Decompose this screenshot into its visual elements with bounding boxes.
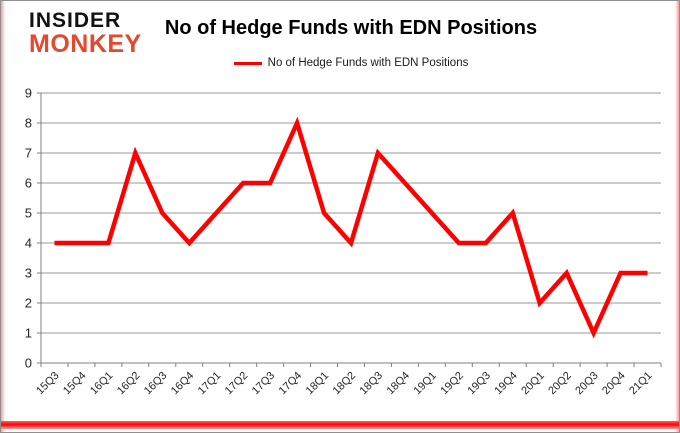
svg-text:19Q4: 19Q4	[492, 370, 520, 398]
svg-text:16Q1: 16Q1	[88, 370, 116, 398]
svg-text:5: 5	[25, 206, 32, 221]
logo-text-monkey: MONKEY	[29, 30, 142, 58]
svg-text:18Q2: 18Q2	[331, 370, 359, 398]
svg-text:19Q1: 19Q1	[411, 370, 439, 398]
svg-text:3: 3	[25, 266, 32, 281]
logo-text-insider: INSIDER	[29, 9, 122, 32]
svg-text:16Q3: 16Q3	[142, 370, 170, 398]
svg-text:6: 6	[25, 176, 32, 191]
svg-text:20Q1: 20Q1	[519, 370, 547, 398]
svg-text:18Q4: 18Q4	[385, 370, 413, 398]
svg-text:17Q1: 17Q1	[196, 370, 224, 398]
svg-text:17Q4: 17Q4	[277, 370, 305, 398]
legend-label: No of Hedge Funds with EDN Positions	[267, 57, 469, 69]
legend: No of Hedge Funds with EDN Positions	[41, 57, 661, 69]
svg-text:17Q2: 17Q2	[223, 370, 251, 398]
svg-text:21Q1: 21Q1	[627, 370, 655, 398]
svg-text:20Q3: 20Q3	[573, 370, 601, 398]
svg-text:8: 8	[25, 116, 32, 131]
svg-text:20Q4: 20Q4	[600, 370, 628, 398]
svg-text:17Q3: 17Q3	[250, 370, 278, 398]
svg-text:18Q3: 18Q3	[358, 370, 386, 398]
svg-text:7: 7	[25, 146, 32, 161]
svg-text:15Q3: 15Q3	[34, 370, 62, 398]
svg-text:9: 9	[25, 86, 32, 101]
svg-text:19Q3: 19Q3	[465, 370, 493, 398]
svg-text:4: 4	[25, 236, 32, 251]
svg-text:1: 1	[25, 326, 32, 341]
svg-text:18Q1: 18Q1	[304, 370, 332, 398]
svg-text:16Q4: 16Q4	[169, 370, 197, 398]
legend-line-swatch	[233, 61, 262, 65]
svg-text:15Q4: 15Q4	[61, 370, 89, 398]
svg-text:20Q2: 20Q2	[546, 370, 574, 398]
svg-text:16Q2: 16Q2	[115, 370, 143, 398]
svg-text:0: 0	[25, 356, 32, 371]
insider-monkey-logo[interactable]: INSIDER MONKEY	[29, 10, 142, 57]
chart-title: No of Hedge Funds with EDN Positions	[164, 17, 538, 39]
svg-text:2: 2	[25, 296, 32, 311]
svg-text:19Q2: 19Q2	[438, 370, 466, 398]
